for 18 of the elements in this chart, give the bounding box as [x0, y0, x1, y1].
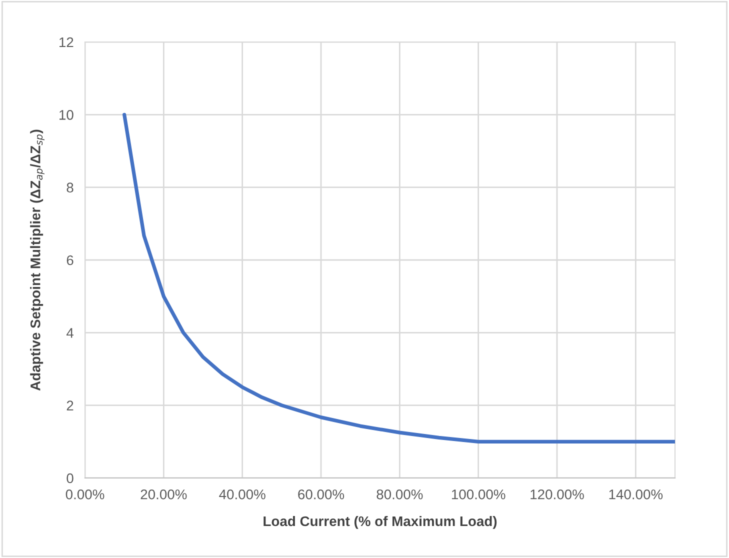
x-tick-label: 0.00% — [66, 489, 104, 500]
x-tick-label: 20.00% — [140, 489, 187, 500]
y-tick-label: 10 — [60, 110, 74, 120]
x-tick-label: 40.00% — [219, 489, 266, 500]
y-axis-title: Adaptive Setpoint Multiplier (ΔZ$_{ap}$/ΔZ$_{sp}$) — [30, 130, 44, 391]
x-tick-label: 140.00% — [609, 489, 663, 500]
y-tick-label: 4 — [66, 328, 74, 338]
x-tick-label: 60.00% — [298, 489, 344, 500]
y-tick-label: 8 — [66, 182, 74, 193]
x-axis-title: Load Current (% of Maximum Load) — [264, 516, 497, 529]
x-tick-label: 120.00% — [530, 489, 584, 500]
y-tick-label: 0 — [66, 473, 74, 484]
x-tick-label: 80.00% — [376, 489, 423, 500]
line-series — [122, 112, 675, 444]
y-tick-label: 2 — [66, 400, 74, 410]
y-tick-label: 6 — [66, 255, 74, 266]
x-tick-label: 100.00% — [452, 489, 506, 500]
y-tick-label: 12 — [60, 37, 74, 48]
